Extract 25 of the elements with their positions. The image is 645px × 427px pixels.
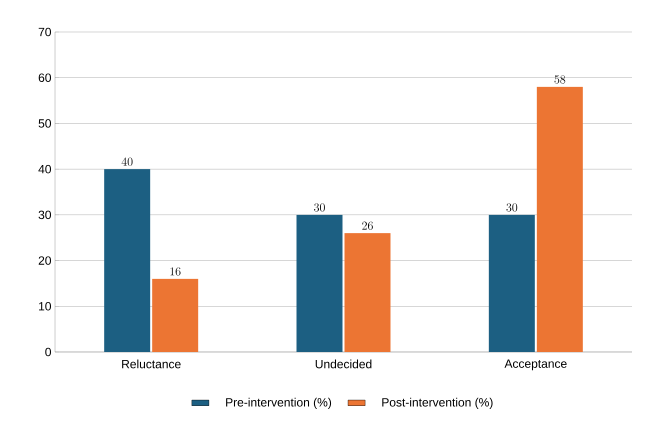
y-tick-label: 0 <box>45 348 52 356</box>
data-label: 26 <box>362 222 373 230</box>
y-tick-label: 40 <box>38 164 52 174</box>
data-label: 58 <box>554 75 566 84</box>
data-label: 40 <box>122 158 133 166</box>
data-label: 30 <box>506 203 518 212</box>
bar <box>296 214 342 352</box>
x-tick-label: Acceptance <box>504 360 567 370</box>
y-tick-label: 20 <box>38 256 52 265</box>
y-tick-label: 50 <box>38 119 52 128</box>
legend-label: Pre-intervention (%) <box>226 398 332 409</box>
x-tick-label: Reluctance <box>122 360 181 368</box>
bar <box>152 278 198 352</box>
bar <box>344 233 390 352</box>
x-tick-label: Undecided <box>316 360 372 368</box>
y-tick-label: 70 <box>38 28 52 36</box>
bar <box>536 86 583 352</box>
y-tick-label: 60 <box>38 73 52 82</box>
legend-label: Post-intervention (%) <box>382 398 493 409</box>
data-label: 16 <box>170 267 181 276</box>
bar <box>488 214 535 352</box>
y-tick-label: 10 <box>39 302 52 311</box>
bar <box>104 169 150 352</box>
data-label: 30 <box>314 203 325 212</box>
y-tick-label: 30 <box>38 210 52 220</box>
